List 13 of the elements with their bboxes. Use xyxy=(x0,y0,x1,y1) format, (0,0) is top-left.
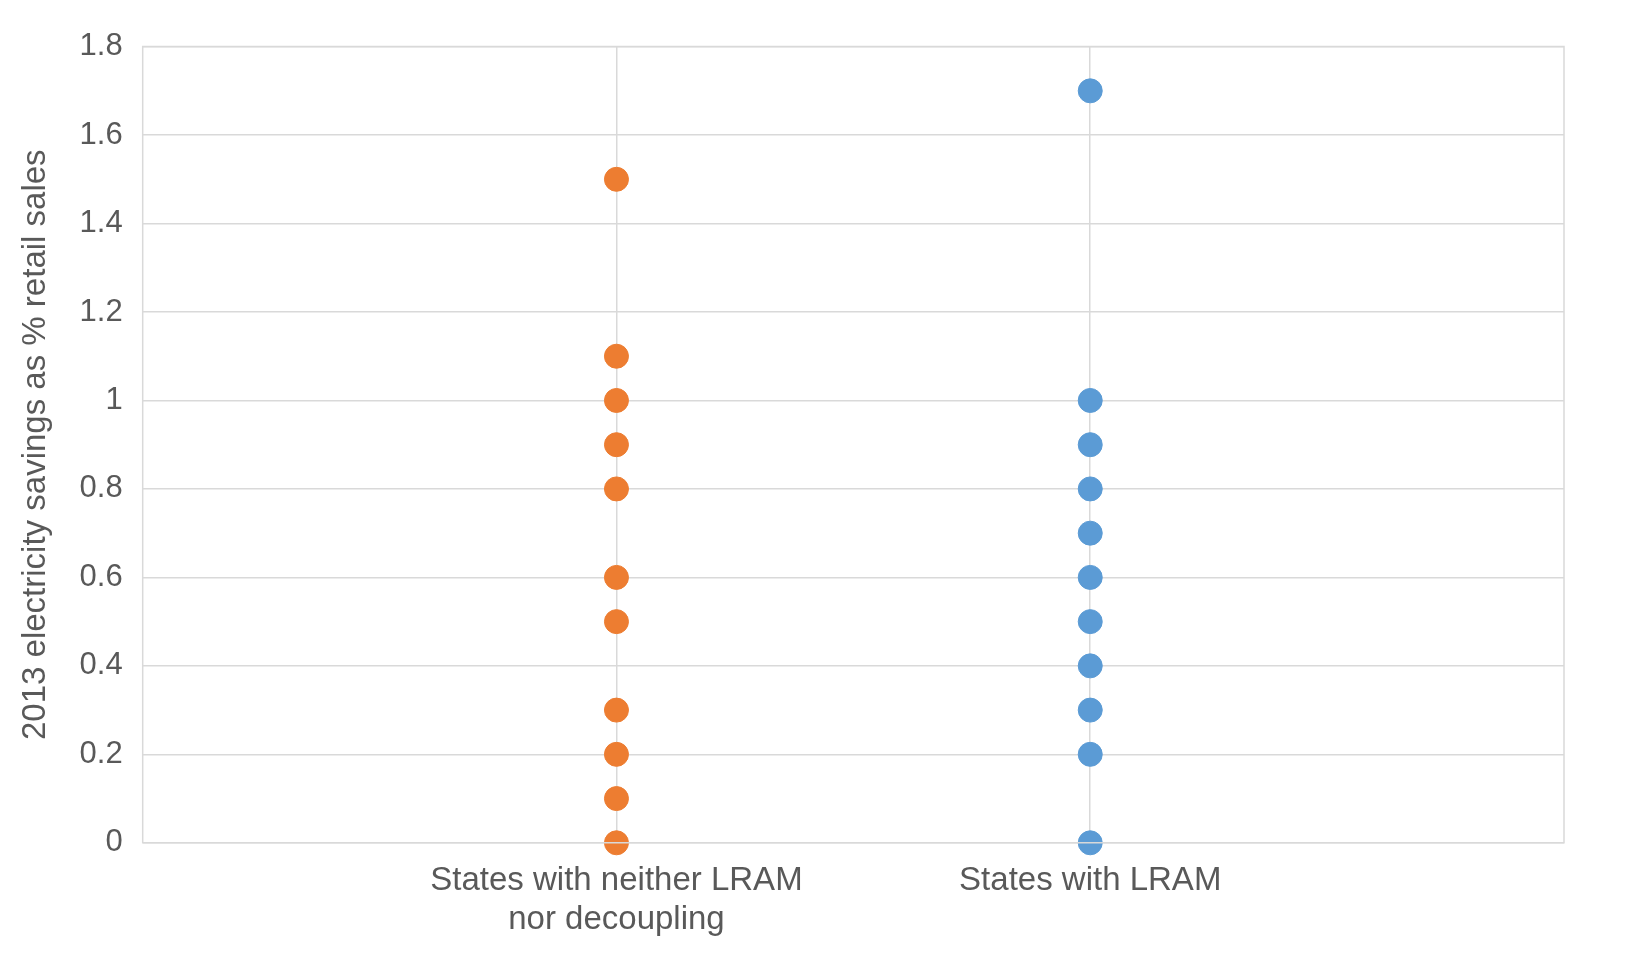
y-tick-label: 0.2 xyxy=(79,734,123,770)
y-tick-label: 0.6 xyxy=(79,557,123,593)
y-tick-label: 1.6 xyxy=(79,115,123,151)
x-tick-label: States with neither LRAM nor decoupling xyxy=(430,859,803,937)
y-axis-title: 2013 electricity savings as % retail sales xyxy=(14,149,52,740)
y-tick-label: 1 xyxy=(105,381,123,417)
y-tick-label: 0 xyxy=(105,823,123,859)
y-tick-label: 0.8 xyxy=(79,469,123,505)
y-tick-label: 1.2 xyxy=(79,292,123,328)
y-tick-label: 1.8 xyxy=(79,27,123,63)
y-tick-label: 0.4 xyxy=(79,646,123,682)
y-tick-label: 1.4 xyxy=(79,204,123,240)
x-tick-label: States with LRAM xyxy=(959,859,1222,897)
